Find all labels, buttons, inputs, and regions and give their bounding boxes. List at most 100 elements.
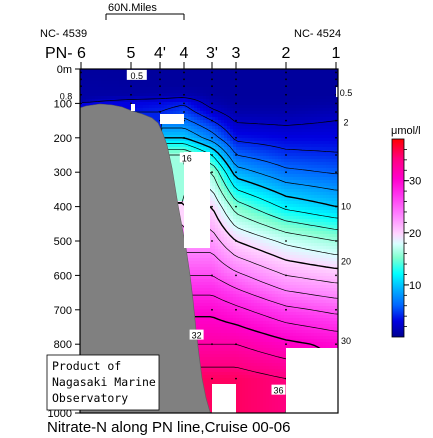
field-cell [176,108,180,112]
field-cell [143,93,147,97]
field-cell [167,72,171,76]
field-cell [98,93,102,97]
field-cell [176,75,180,79]
field-cell [152,90,156,94]
field-cell [182,174,186,178]
field-cell [176,69,180,73]
field-cell [203,99,207,103]
field-cell [203,270,207,274]
field-cell [197,93,201,97]
field-cell [188,75,192,79]
field-cell [188,126,192,130]
field-cell [200,318,204,322]
field-cell [152,93,156,97]
field-cell [188,135,192,139]
field-cell [200,363,204,367]
field-cell [83,75,87,79]
field-cell [179,186,183,190]
field-cell [197,249,201,253]
field-cell [194,273,198,277]
field-cell [203,276,207,280]
field-cell [161,90,165,94]
field-cell [164,138,168,142]
field-cell [95,96,99,100]
field-cell [137,105,141,109]
field-cell [194,75,198,79]
field-cell [203,135,207,139]
field-cell [194,312,198,316]
field-cell [170,138,174,142]
station-label: 3 [232,45,241,62]
field-cell [203,81,207,85]
field-cell [191,105,195,109]
field-cell [116,102,120,106]
field-cell [98,72,102,76]
field-cell [131,84,135,88]
field-cell [83,78,87,82]
field-cell [152,75,156,79]
field-cell [179,192,183,196]
field-cell [86,69,90,73]
field-cell [107,72,111,76]
field-cell [206,369,210,373]
field-cell [200,252,204,256]
field-cell [89,90,93,94]
field-cell [146,87,150,91]
field-cell [152,81,156,85]
field-cell [89,78,93,82]
field-cell [173,132,177,136]
field-cell [86,72,90,76]
field-cell [104,75,108,79]
field-cell [200,267,204,271]
field-cell [206,399,210,403]
field-cell [146,90,150,94]
field-cell [203,138,207,142]
field-cell [203,351,207,355]
field-cell [86,81,90,85]
field-cell [167,129,171,133]
field-cell [125,84,129,88]
field-cell [188,258,192,262]
field-cell [191,273,195,277]
field-cell [185,69,189,73]
field-cell [170,141,174,145]
field-cell [173,150,177,154]
field-cell [203,267,207,271]
field-cell [119,81,123,85]
field-cell [146,75,150,79]
field-cell [179,138,183,142]
field-cell [188,267,192,271]
field-cell [194,150,198,154]
field-cell [134,93,138,97]
field-cell [161,102,165,106]
field-cell [194,93,198,97]
field-cell [203,141,207,145]
field-cell [203,120,207,124]
field-cell [122,72,126,76]
field-cell [203,342,207,346]
field-cell [206,285,210,289]
field-cell [194,255,198,259]
field-cell [179,90,183,94]
field-cell [164,105,168,109]
field-cell [200,345,204,349]
field-cell [170,93,174,97]
field-cell [206,324,210,328]
field-cell [179,204,183,208]
field-cell [179,177,183,181]
field-cell [170,69,174,73]
field-cell [164,123,168,127]
field-cell [152,69,156,73]
field-cell [170,78,174,82]
field-cell [206,297,210,301]
field-cell [188,120,192,124]
field-cell [143,81,147,85]
field-cell [194,144,198,148]
field-cell [194,87,198,91]
field-cell [86,75,90,79]
field-cell [164,111,168,115]
field-cell [182,228,186,232]
field-cell [203,90,207,94]
field-cell [182,165,186,169]
field-cell [203,69,207,73]
